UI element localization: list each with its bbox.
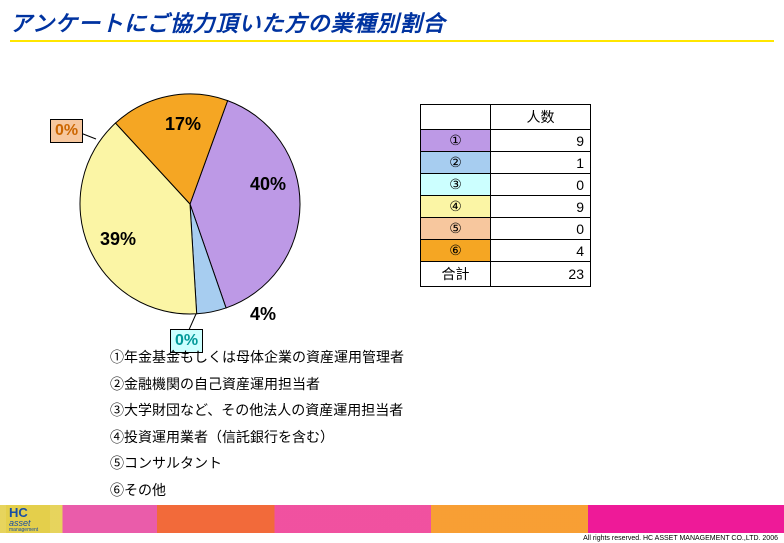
legend-item: ①年金基金もしくは母体企業の資産運用管理者 [110, 344, 404, 371]
row-count: 9 [491, 130, 591, 152]
table-row: ②1 [421, 152, 591, 174]
row-label: ④ [421, 196, 491, 218]
table-row: ③0 [421, 174, 591, 196]
legend-item: ③大学財団など、その他法人の資産運用担当者 [110, 397, 404, 424]
pct-label-s4: 39% [100, 229, 136, 250]
logo-mgmt: management [9, 528, 47, 533]
row-count: 4 [491, 240, 591, 262]
row-label: ⑤ [421, 218, 491, 240]
table-row: ⑥4 [421, 240, 591, 262]
pct-label-s6: 17% [165, 114, 201, 135]
title-underline [10, 40, 774, 42]
row-label: ③ [421, 174, 491, 196]
footer: HC asset management All rights reserved.… [0, 499, 784, 543]
row-count: 9 [491, 196, 591, 218]
counts-table-area: 人数 ①9②1③0④9⑤0⑥4 合計 23 [420, 104, 591, 287]
pie-chart: 40%4%0%39%0%17% [60, 84, 320, 344]
page-title: アンケートにご協力頂いた方の業種別割合 [10, 6, 774, 38]
copyright: All rights reserved. HC ASSET MANAGEMENT… [583, 535, 778, 542]
legend-item: ⑤コンサルタント [110, 450, 404, 477]
legend-item: ②金融機関の自己資産運用担当者 [110, 371, 404, 398]
legend-item: ④投資運用業者（信託銀行を含む） [110, 424, 404, 451]
table-row: ⑤0 [421, 218, 591, 240]
footer-logo: HC asset management [6, 505, 50, 533]
pct-label-s5: 0% [50, 119, 83, 143]
content-area: 40%4%0%39%0%17% 人数 ①9②1③0④9⑤0⑥4 合計 23 ①年… [0, 44, 784, 474]
row-count: 0 [491, 218, 591, 240]
row-label: ② [421, 152, 491, 174]
row-count: 0 [491, 174, 591, 196]
counts-table: 人数 ①9②1③0④9⑤0⑥4 合計 23 [420, 104, 591, 287]
title-bar: アンケートにご協力頂いた方の業種別割合 [0, 0, 784, 44]
table-row: ①9 [421, 130, 591, 152]
pct-label-s1: 40% [250, 174, 286, 195]
legend: ①年金基金もしくは母体企業の資産運用管理者②金融機関の自己資産運用担当者③大学財… [110, 344, 404, 504]
row-count: 1 [491, 152, 591, 174]
row-label: ⑥ [421, 240, 491, 262]
total-label: 合計 [421, 262, 491, 287]
pct-label-s2: 4% [250, 304, 276, 325]
row-label: ① [421, 130, 491, 152]
table-header: 人数 [491, 105, 591, 130]
total-value: 23 [491, 262, 591, 287]
footer-bar [0, 505, 784, 533]
table-row: ④9 [421, 196, 591, 218]
